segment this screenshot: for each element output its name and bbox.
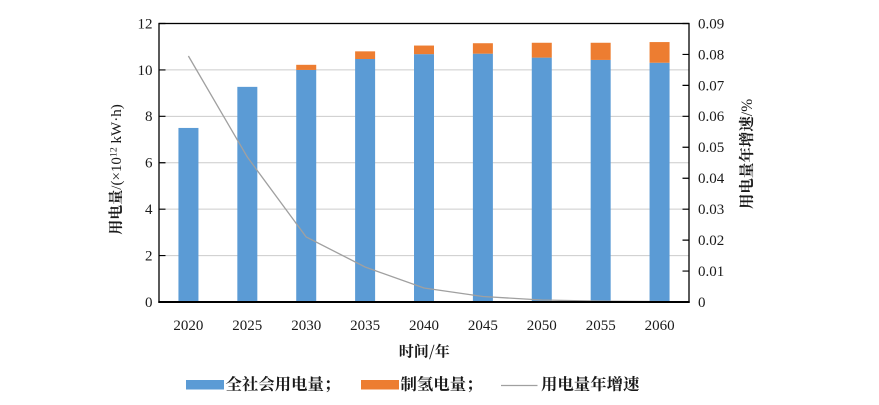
svg-text:0.07: 0.07 xyxy=(698,78,725,94)
svg-text:2030: 2030 xyxy=(291,318,321,334)
svg-text:0.09: 0.09 xyxy=(698,16,724,32)
svg-text:2025: 2025 xyxy=(232,318,262,334)
svg-text:2: 2 xyxy=(145,249,153,265)
svg-text:0.08: 0.08 xyxy=(698,47,724,63)
svg-text:0: 0 xyxy=(145,295,153,311)
svg-text:0.02: 0.02 xyxy=(698,233,724,249)
svg-text:12: 12 xyxy=(108,147,119,157)
svg-text:2040: 2040 xyxy=(409,318,439,334)
svg-text:0.01: 0.01 xyxy=(698,264,724,280)
svg-text:12: 12 xyxy=(138,16,153,32)
svg-text:6: 6 xyxy=(145,156,153,172)
svg-text:kW·h): kW·h) xyxy=(109,104,125,147)
svg-text:10: 10 xyxy=(138,63,153,79)
svg-text:2045: 2045 xyxy=(468,318,498,334)
svg-text:0.06: 0.06 xyxy=(698,109,725,125)
svg-text:2020: 2020 xyxy=(173,318,203,334)
svg-text:2060: 2060 xyxy=(645,318,675,334)
svg-text:2050: 2050 xyxy=(527,318,557,334)
svg-text:2035: 2035 xyxy=(350,318,380,334)
svg-text:0.05: 0.05 xyxy=(698,140,724,156)
svg-text:/%: /% xyxy=(739,99,756,116)
svg-text:0.04: 0.04 xyxy=(698,171,725,187)
svg-text:4: 4 xyxy=(145,202,153,218)
svg-text:0.03: 0.03 xyxy=(698,202,724,218)
svg-text:2055: 2055 xyxy=(586,318,616,334)
svg-text:8: 8 xyxy=(145,109,153,125)
svg-text:0: 0 xyxy=(698,295,706,311)
svg-text:/(×10: /(×10 xyxy=(109,157,125,190)
